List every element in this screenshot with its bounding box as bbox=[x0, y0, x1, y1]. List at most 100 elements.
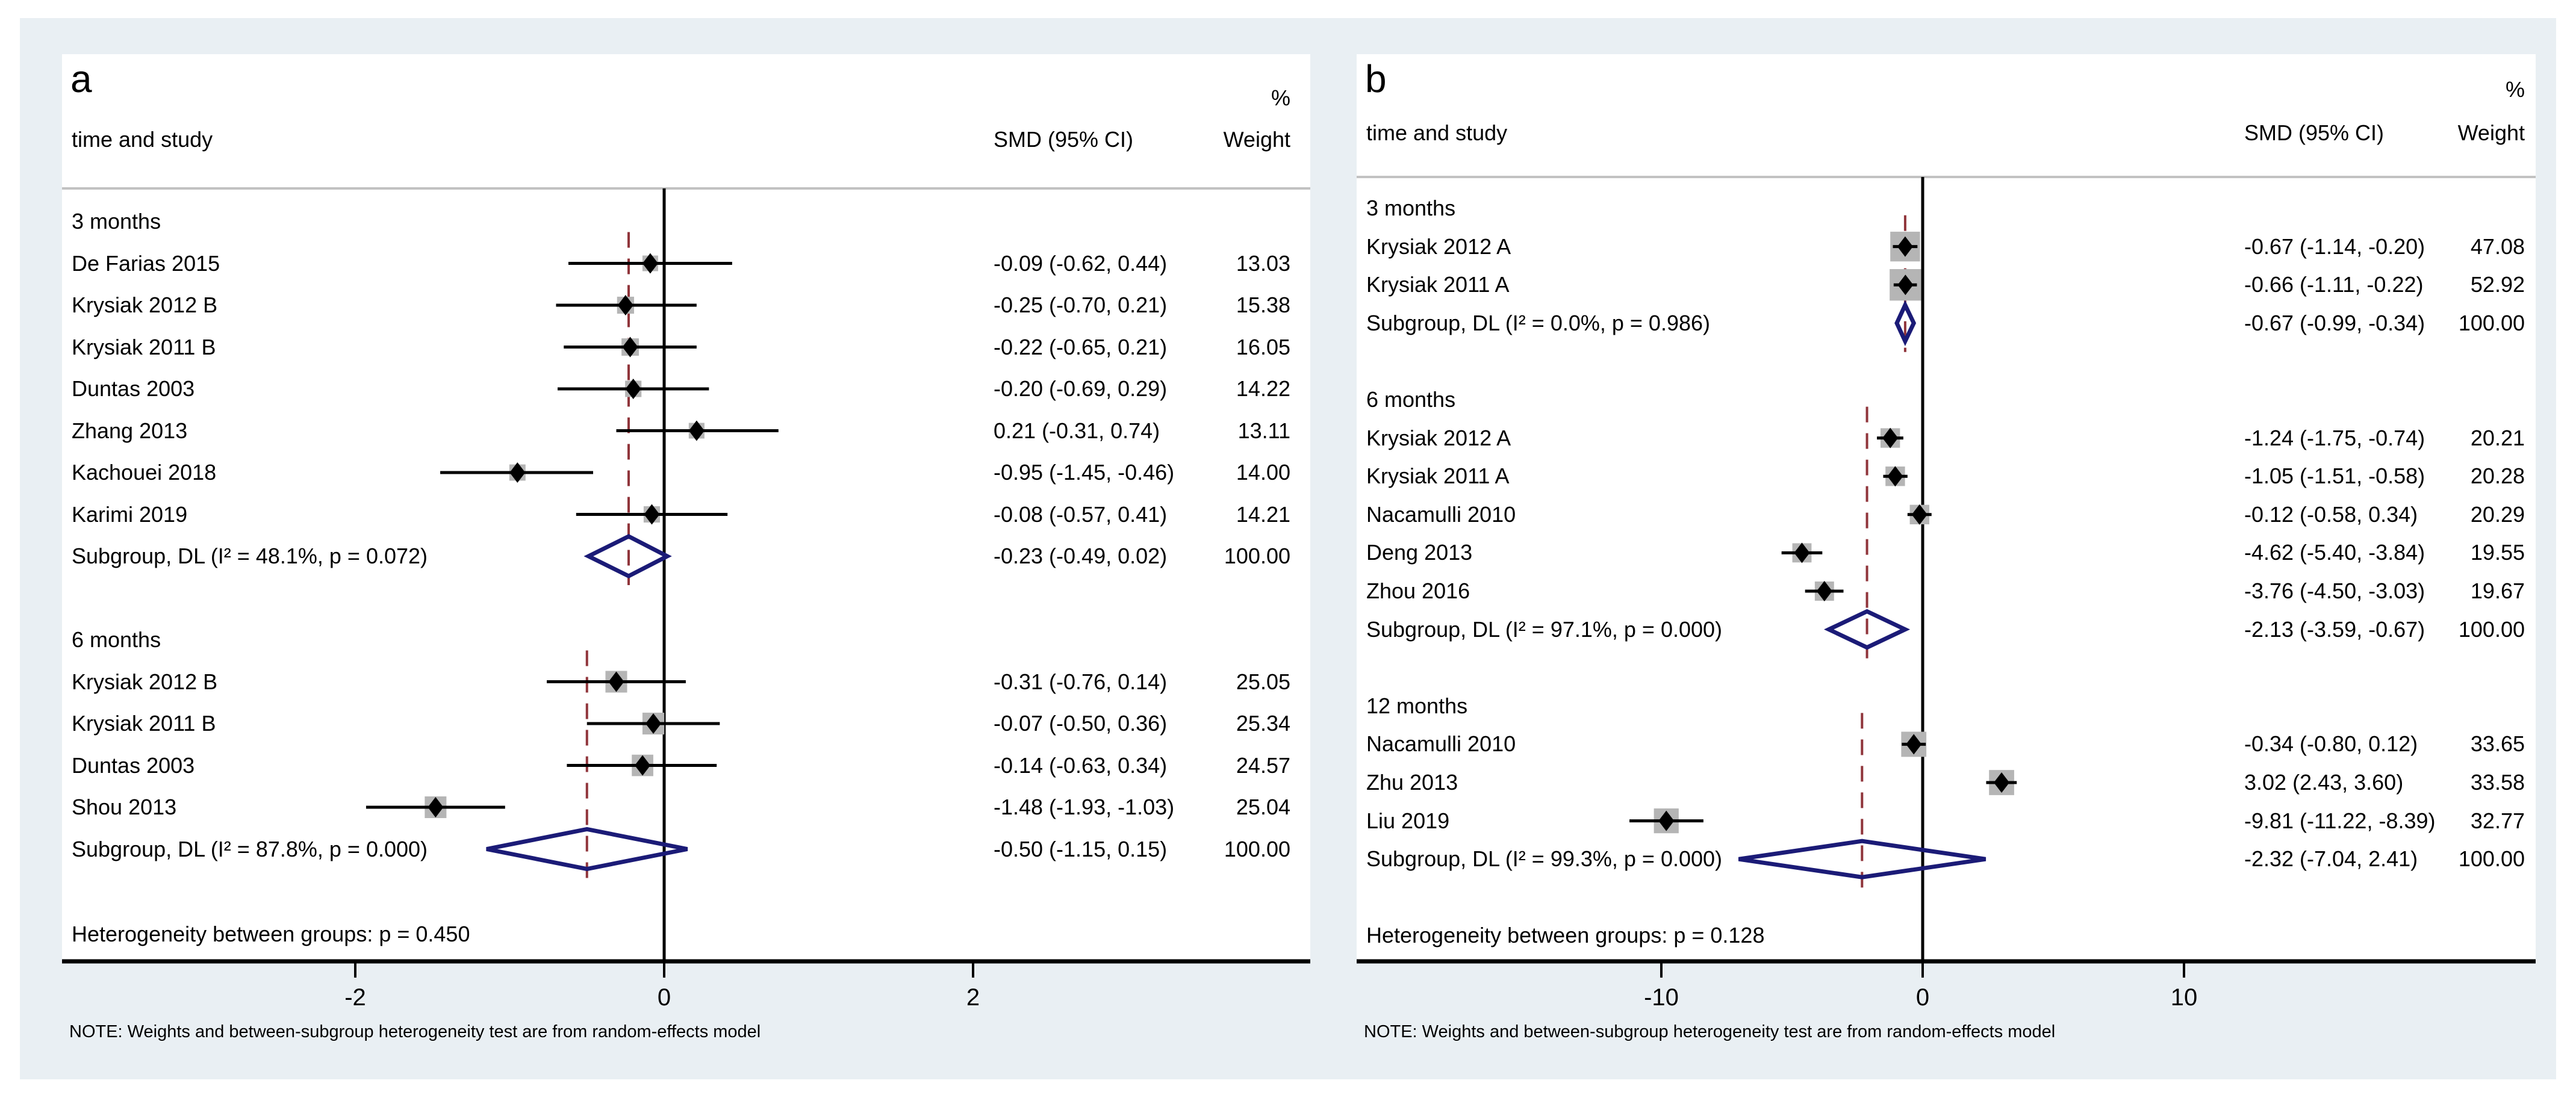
effect-estimate: -1.24 (-1.75, -0.74) bbox=[2244, 425, 2425, 450]
weight-value: 16.05 bbox=[1236, 334, 1290, 359]
x-axis-tick-label: 0 bbox=[1915, 984, 1930, 1011]
subgroup-weight-value: 100.00 bbox=[2458, 616, 2525, 642]
study-name: Duntas 2003 bbox=[72, 752, 195, 778]
weight-value: 24.57 bbox=[1236, 752, 1290, 778]
subgroup-effect-estimate: -0.50 (-1.15, 0.15) bbox=[994, 836, 1168, 861]
weight-value: 20.21 bbox=[2470, 425, 2525, 450]
effect-estimate: 0.21 (-0.31, 0.74) bbox=[994, 418, 1160, 443]
effect-estimate: -0.08 (-0.57, 0.41) bbox=[994, 501, 1168, 527]
subgroup-weight-value: 100.00 bbox=[2458, 310, 2525, 335]
group-header: 6 months bbox=[72, 627, 161, 652]
effect-estimate: -0.34 (-0.80, 0.12) bbox=[2244, 731, 2418, 757]
weight-value: 14.21 bbox=[1236, 501, 1290, 527]
panel-a: a % time and study SMD (95% CI) Weight -… bbox=[62, 54, 1310, 1041]
effect-estimate: -1.05 (-1.51, -0.58) bbox=[2244, 464, 2425, 489]
weight-value: 13.11 bbox=[1237, 418, 1290, 443]
x-axis-tick-label: 10 bbox=[2170, 984, 2198, 1011]
effect-estimate: -9.81 (-11.22, -8.39) bbox=[2244, 808, 2436, 833]
subgroup-weight-value: 100.00 bbox=[2458, 846, 2525, 872]
effect-estimate: -0.95 (-1.45, -0.46) bbox=[994, 460, 1175, 485]
heterogeneity-note: Heterogeneity between groups: p = 0.450 bbox=[72, 922, 470, 946]
study-name: Krysiak 2012 B bbox=[72, 293, 218, 317]
effect-estimate: -0.25 (-0.70, 0.21) bbox=[994, 293, 1168, 317]
study-name: Krysiak 2012 A bbox=[1366, 425, 1511, 450]
study-column-header: time and study bbox=[1366, 120, 1508, 145]
effect-estimate: -0.20 (-0.69, 0.29) bbox=[994, 376, 1168, 401]
subgroup-effect-estimate: -0.23 (-0.49, 0.02) bbox=[994, 544, 1168, 568]
subgroup-summary-label: Subgroup, DL (I² = 97.1%, p = 0.000) bbox=[1366, 616, 1723, 642]
weight-value: 25.05 bbox=[1236, 669, 1290, 694]
group-header: 12 months bbox=[1366, 693, 1468, 718]
study-column-header: time and study bbox=[72, 127, 213, 152]
weight-percent-header: % bbox=[1271, 85, 1290, 110]
x-axis-tick-label: -10 bbox=[1644, 984, 1679, 1011]
effect-column-header: SMD (95% CI) bbox=[994, 127, 1134, 152]
study-name: Deng 2013 bbox=[1366, 540, 1473, 565]
study-name: Liu 2019 bbox=[1366, 808, 1450, 833]
effect-estimate: -0.31 (-0.76, 0.14) bbox=[994, 669, 1168, 694]
effect-column-header: SMD (95% CI) bbox=[2244, 120, 2385, 145]
study-name: Kachouei 2018 bbox=[72, 460, 217, 485]
weight-value: 25.34 bbox=[1236, 711, 1290, 736]
panel-a-label: a bbox=[70, 57, 92, 101]
study-name: Krysiak 2011 A bbox=[1366, 272, 1510, 297]
study-name: Nacamulli 2010 bbox=[1366, 501, 1516, 527]
panel-b-label: b bbox=[1365, 57, 1387, 101]
study-name: Zhou 2016 bbox=[1366, 578, 1470, 603]
subgroup-effect-estimate: -2.13 (-3.59, -0.67) bbox=[2244, 616, 2425, 642]
effect-estimate: -0.07 (-0.50, 0.36) bbox=[994, 711, 1168, 736]
subgroup-weight-value: 100.00 bbox=[1224, 836, 1290, 861]
weight-value: 13.03 bbox=[1236, 250, 1290, 276]
group-header: 3 months bbox=[1366, 196, 1456, 220]
effect-estimate: -3.76 (-4.50, -3.03) bbox=[2244, 578, 2425, 603]
subgroup-summary-label: Subgroup, DL (I² = 99.3%, p = 0.000) bbox=[1366, 846, 1723, 872]
effect-estimate: -0.12 (-0.58, 0.34) bbox=[2244, 501, 2418, 527]
study-name: Zhang 2013 bbox=[72, 418, 188, 443]
study-name: Krysiak 2011 A bbox=[1366, 464, 1510, 489]
weight-value: 19.67 bbox=[2470, 578, 2525, 603]
study-name: Krysiak 2011 B bbox=[72, 711, 216, 736]
study-name: Shou 2013 bbox=[72, 795, 177, 819]
forest-plot-area-b bbox=[1357, 176, 2536, 978]
subgroup-effect-estimate: -2.32 (-7.04, 2.41) bbox=[2244, 846, 2418, 872]
subgroup-effect-estimate: -0.67 (-0.99, -0.34) bbox=[2244, 310, 2425, 335]
study-name: Krysiak 2011 B bbox=[72, 334, 216, 359]
group-header: 6 months bbox=[1366, 387, 1456, 412]
subgroup-summary-label: Subgroup, DL (I² = 48.1%, p = 0.072) bbox=[72, 544, 428, 568]
study-name: Karimi 2019 bbox=[72, 501, 188, 527]
effect-estimate: -0.66 (-1.11, -0.22) bbox=[2244, 272, 2424, 297]
study-name: Duntas 2003 bbox=[72, 376, 195, 401]
study-name: De Farias 2015 bbox=[72, 250, 220, 276]
heterogeneity-note: Heterogeneity between groups: p = 0.128 bbox=[1366, 923, 1765, 947]
effect-estimate: -4.62 (-5.40, -3.84) bbox=[2244, 540, 2425, 565]
effect-estimate: -1.48 (-1.93, -1.03) bbox=[994, 795, 1175, 819]
weight-value: 33.65 bbox=[2470, 731, 2525, 757]
effect-estimate: -0.09 (-0.62, 0.44) bbox=[994, 250, 1168, 276]
effect-estimate: -0.22 (-0.65, 0.21) bbox=[994, 334, 1168, 359]
study-name: Zhu 2013 bbox=[1366, 770, 1458, 795]
group-header: 3 months bbox=[72, 209, 161, 234]
effect-estimate: 3.02 (2.43, 3.60) bbox=[2244, 770, 2404, 795]
figure-background: a % time and study SMD (95% CI) Weight -… bbox=[20, 18, 2556, 1079]
weight-value: 14.22 bbox=[1236, 376, 1290, 401]
weight-column-header: Weight bbox=[2457, 120, 2525, 145]
study-name: Krysiak 2012 A bbox=[1366, 234, 1511, 259]
x-axis-tick-label: -2 bbox=[344, 984, 366, 1011]
model-note: NOTE: Weights and between-subgroup heter… bbox=[69, 1022, 761, 1041]
weight-value: 52.92 bbox=[2470, 272, 2525, 297]
weight-value: 47.08 bbox=[2470, 234, 2525, 259]
x-axis-tick-label: 2 bbox=[966, 984, 980, 1011]
weight-column-header: Weight bbox=[1223, 127, 1290, 152]
study-name: Krysiak 2012 B bbox=[72, 669, 218, 694]
weight-value: 20.29 bbox=[2470, 501, 2525, 527]
panel-b: b % time and study SMD (95% CI) Weight -… bbox=[1357, 54, 2536, 1041]
weight-value: 20.28 bbox=[2470, 464, 2525, 489]
model-note: NOTE: Weights and between-subgroup heter… bbox=[1364, 1022, 2056, 1041]
weight-value: 25.04 bbox=[1236, 795, 1290, 819]
subgroup-weight-value: 100.00 bbox=[1224, 544, 1290, 568]
effect-estimate: -0.67 (-1.14, -0.20) bbox=[2244, 234, 2425, 259]
x-axis-tick-label: 0 bbox=[657, 984, 671, 1011]
subgroup-summary-label: Subgroup, DL (I² = 0.0%, p = 0.986) bbox=[1366, 310, 1711, 335]
weight-percent-header: % bbox=[2505, 77, 2525, 102]
weight-value: 32.77 bbox=[2470, 808, 2525, 833]
